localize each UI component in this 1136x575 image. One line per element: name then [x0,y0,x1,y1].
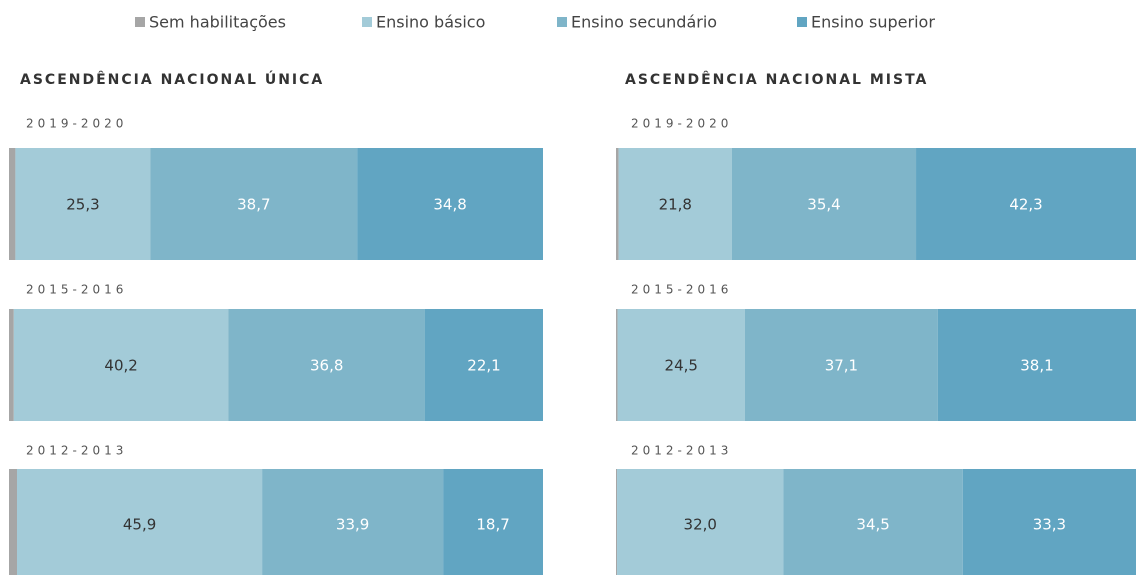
legend-label: Ensino básico [376,13,485,32]
legend-label: Ensino secundário [571,13,717,32]
value-label: 32,0 [684,516,717,534]
legend-swatch [362,17,372,27]
value-label: 24,5 [665,357,698,375]
bar-segment [731,148,917,260]
value-label: 36,8 [310,357,343,375]
value-label: 35,4 [807,196,840,214]
category-label: 2019-2020 [26,117,127,131]
value-label: 33,9 [336,516,369,534]
bar-segment [9,148,16,260]
value-label: 45,9 [123,516,156,534]
value-label: 42,3 [1009,196,1042,214]
bar-segment [228,309,425,421]
value-label: 22,1 [467,357,500,375]
legend-label: Ensino superior [811,13,935,32]
category-label: 2015-2016 [26,283,127,297]
legend-swatch [797,17,807,27]
bar-segment [616,148,619,260]
panel-title: ASCENDÊNCIA NACIONAL MISTA [625,71,928,88]
bar-segment [357,148,543,260]
value-label: 18,7 [476,516,509,534]
category-label: 2012-2013 [631,444,732,458]
bar-segment [9,309,14,421]
bar-segment [262,469,444,575]
value-label: 40,2 [104,357,137,375]
value-label: 34,5 [856,516,889,534]
legend-label: Sem habilitações [149,13,286,32]
category-label: 2015-2016 [631,283,732,297]
bar-segment [150,148,358,260]
value-label: 33,3 [1033,516,1066,534]
value-label: 21,8 [659,196,692,214]
value-label: 34,8 [433,196,466,214]
bar-segment [744,309,938,421]
value-label: 38,7 [237,196,270,214]
category-label: 2019-2020 [631,117,732,131]
bar-segment [9,469,18,575]
value-label: 37,1 [825,357,858,375]
legend-swatch [557,17,567,27]
bar-segment [618,148,732,260]
bar-segment [424,309,543,421]
bar-segment [443,469,543,575]
bar-segment [617,469,784,575]
panel-title: ASCENDÊNCIA NACIONAL ÚNICA [20,70,324,88]
value-label: 25,3 [66,196,99,214]
bar-segment [17,469,263,575]
bar-segment [15,148,151,260]
category-label: 2012-2013 [26,444,127,458]
bar-segment [616,469,618,575]
legend-swatch [135,17,145,27]
bar-segment [937,309,1136,421]
bar-segment [616,309,618,421]
bar-segment [13,309,229,421]
bar-segment [962,469,1136,575]
bar-segment [916,148,1136,260]
value-label: 38,1 [1020,357,1053,375]
bar-segment [617,309,745,421]
bar-segment [783,469,963,575]
